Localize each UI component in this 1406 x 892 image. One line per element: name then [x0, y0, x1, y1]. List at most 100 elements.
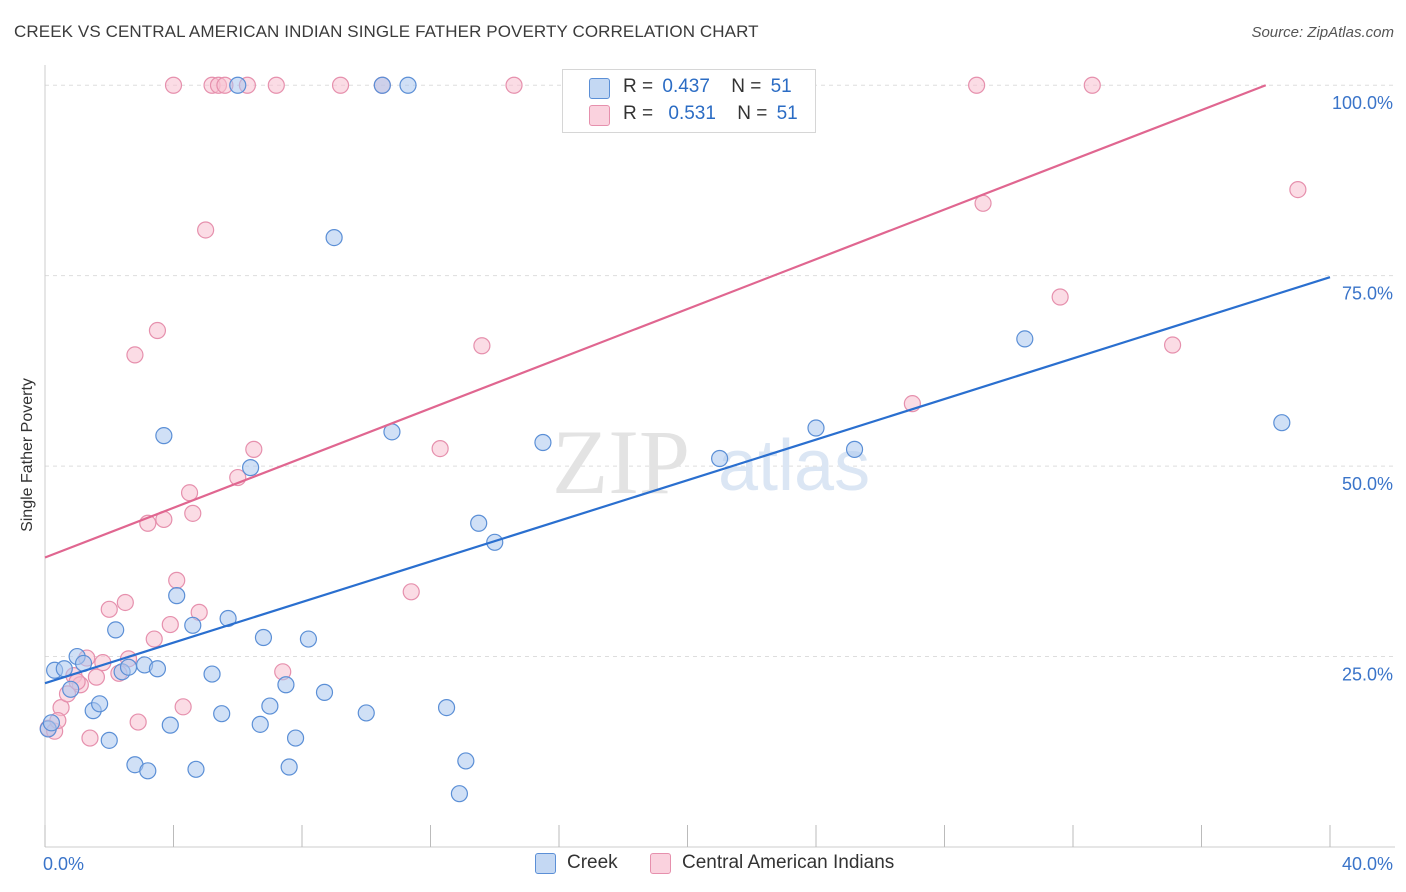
creek-point [807, 419, 825, 437]
cai-point [116, 593, 134, 612]
creek-point [286, 729, 305, 747]
creek-point [1016, 330, 1034, 348]
cai-point [1051, 288, 1069, 306]
creek-n-value: 51 [770, 76, 792, 97]
creek-point [168, 587, 186, 605]
creek-point [299, 630, 318, 648]
cai-point [161, 615, 179, 634]
creek-point [42, 714, 61, 732]
cai-point [145, 630, 163, 648]
cai-point [129, 713, 147, 731]
creek-point [325, 228, 343, 247]
cai-n-value: 51 [776, 103, 798, 124]
y-tick-label: 25.0% [1342, 665, 1393, 685]
bottom-creek-swatch [535, 853, 556, 874]
creek-point [315, 683, 334, 701]
cai-point [164, 76, 183, 94]
cai-point [245, 440, 263, 458]
creek-point [242, 459, 260, 477]
creek-point [161, 716, 179, 734]
bottom-cai-swatch [650, 853, 671, 874]
creek-point [229, 76, 247, 94]
bottom-cai-label: Central American Indians [682, 852, 895, 873]
cai-point [402, 583, 420, 601]
creek-point [1273, 414, 1291, 432]
creek-point [277, 676, 295, 694]
creek-point [261, 697, 279, 715]
cai-point [197, 221, 215, 239]
creek-point [845, 440, 864, 458]
chart-source: Source: ZipAtlas.com [1251, 24, 1394, 41]
cai-point [331, 76, 350, 94]
correlation-legend: R = 0.437 N = 51 R = 0.531 N = 51 [562, 69, 816, 133]
y-tick-label: 100.0% [1332, 93, 1393, 113]
creek-n-label: N = [731, 76, 762, 97]
cai-point [148, 321, 167, 340]
trend-layer [44, 84, 1331, 685]
cai-point [1289, 180, 1307, 199]
cai-point [431, 439, 449, 458]
tick-label-layer: 25.0% 50.0% 75.0% 100.0% 0.0% 40.0% [43, 93, 1393, 874]
x-tick-label: 40.0% [1342, 854, 1393, 874]
x-tick-label: 0.0% [43, 854, 84, 874]
creek-point [280, 758, 298, 776]
cai-point [505, 76, 523, 94]
cai-point [184, 504, 202, 522]
creek-point [187, 760, 205, 778]
creek-swatch [589, 78, 610, 99]
cai-point [267, 76, 285, 94]
series-creek [39, 76, 1291, 803]
creek-trend-line [44, 276, 1331, 685]
creek-r-value: 0.437 [662, 76, 710, 97]
creek-point [139, 762, 157, 780]
cai-r-label: R = [623, 103, 654, 124]
y-axis-label: Single Father Poverty [19, 378, 36, 532]
y-tick-label: 50.0% [1342, 474, 1393, 494]
cai-point [174, 698, 192, 716]
grid-layer [45, 84, 1395, 658]
creek-point [254, 628, 273, 647]
creek-point [62, 680, 80, 698]
creek-point [148, 660, 167, 678]
cai-point [473, 337, 491, 355]
cai-point [100, 600, 118, 618]
creek-point [357, 704, 375, 722]
creek-point [457, 752, 475, 770]
creek-point [203, 665, 221, 683]
cai-point [1083, 76, 1101, 94]
cai-point [126, 346, 144, 364]
creek-point [213, 705, 231, 723]
cai-swatch [589, 105, 610, 126]
creek-point [437, 698, 456, 717]
legend-cai-text: R = 0.531 N = 51 [623, 103, 798, 125]
watermark-atlas: atlas [718, 426, 870, 506]
cai-point [1163, 336, 1182, 354]
cai-r-value: 0.531 [668, 103, 716, 124]
creek-point [450, 785, 469, 803]
axis-layer [44, 65, 1395, 848]
cai-n-label: N = [737, 103, 768, 124]
watermark: ZIP atlas [552, 411, 870, 513]
creek-point [711, 449, 729, 468]
cai-point [168, 571, 186, 589]
legend-creek-text: R = 0.437 N = 51 [623, 76, 792, 98]
creek-point [470, 514, 488, 532]
creek-point [119, 658, 138, 676]
y-tick-label: 75.0% [1342, 284, 1393, 304]
creek-point [486, 533, 504, 551]
cai-point [968, 76, 986, 94]
creek-point [373, 76, 391, 94]
watermark-zip: ZIP [552, 411, 690, 513]
cai-point [81, 729, 99, 747]
creek-point [107, 621, 125, 639]
creek-point [184, 616, 202, 634]
creek-r-label: R = [623, 76, 654, 97]
creek-point [155, 427, 173, 445]
cai-point [87, 668, 106, 686]
chart-title: CREEK VS CENTRAL AMERICAN INDIAN SINGLE … [14, 22, 759, 41]
creek-point [251, 715, 269, 733]
creek-point [91, 695, 109, 713]
creek-point [534, 433, 552, 452]
cai-trend-line [44, 84, 1267, 559]
